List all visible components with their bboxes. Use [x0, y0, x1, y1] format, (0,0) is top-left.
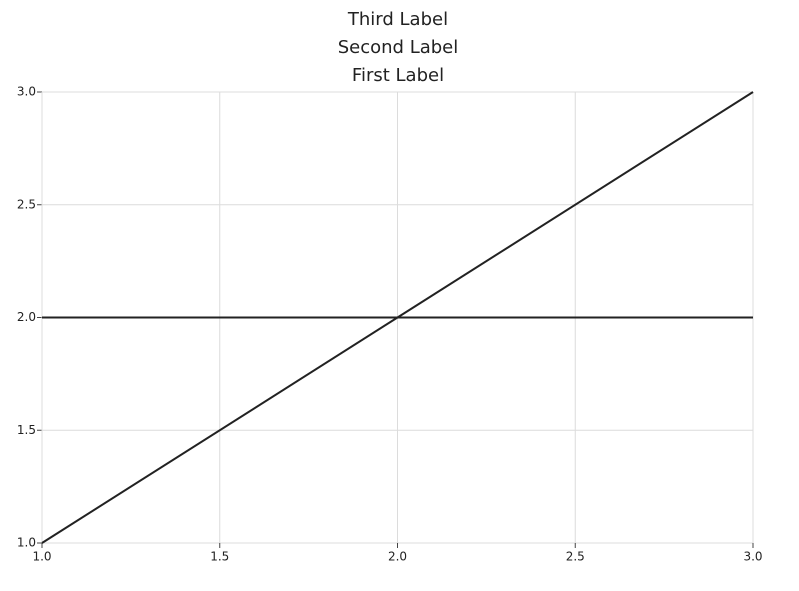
chart-title: Second Label [338, 37, 459, 58]
x-tick-label: 3.0 [743, 550, 762, 564]
chart-title: First Label [352, 65, 444, 86]
x-tick-label: 2.5 [566, 550, 585, 564]
y-tick-label: 2.0 [17, 310, 36, 324]
y-tick-label: 3.0 [17, 85, 36, 99]
y-tick-label: 2.5 [17, 197, 36, 211]
y-tick-label: 1.0 [17, 536, 36, 550]
y-tick-label: 1.5 [17, 423, 36, 437]
x-tick-label: 2.0 [388, 550, 407, 564]
x-tick-label: 1.5 [210, 550, 229, 564]
x-tick-label: 1.0 [32, 550, 51, 564]
chart-title: Third Label [347, 9, 448, 30]
